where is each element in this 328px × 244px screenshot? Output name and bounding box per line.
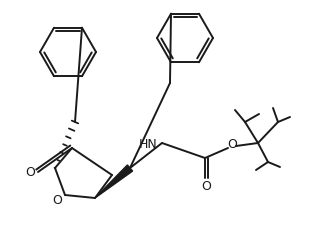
Text: O: O bbox=[201, 180, 211, 193]
Polygon shape bbox=[95, 165, 133, 198]
Text: O: O bbox=[52, 194, 62, 207]
Text: O: O bbox=[227, 139, 237, 152]
Text: HN: HN bbox=[139, 138, 158, 151]
Text: O: O bbox=[25, 166, 35, 180]
